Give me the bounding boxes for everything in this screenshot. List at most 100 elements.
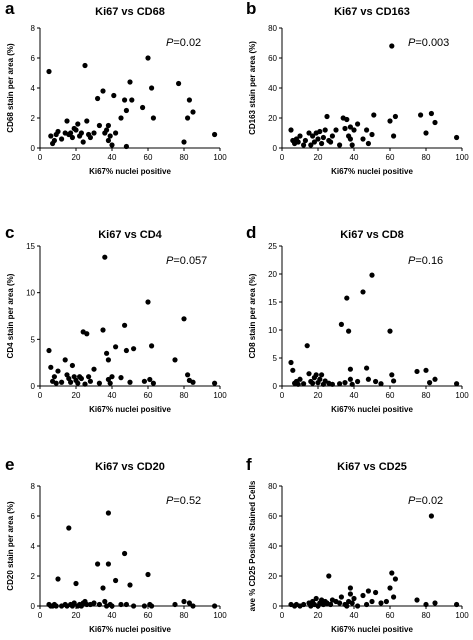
data-point (107, 133, 113, 139)
x-tick-label: 100 (455, 391, 469, 400)
panel-e: e Ki67 vs CD20 0 20 40 60 80 100 0 2 4 6 8 Ki67% nucl… (5, 455, 227, 634)
data-point (46, 347, 52, 354)
data-point (100, 327, 106, 333)
data-point (423, 601, 429, 608)
x-tick-label: 60 (144, 611, 153, 620)
data-point (365, 140, 371, 147)
panel-letter: a (5, 0, 15, 18)
y-tick-label: 4 (31, 542, 36, 551)
data-point (190, 603, 196, 609)
data-point (69, 134, 75, 141)
y-tick-label: 10 (26, 289, 35, 298)
data-point (118, 375, 124, 381)
data-point (46, 68, 52, 75)
x-tick-label: 20 (72, 391, 81, 400)
x-tick-label: 40 (350, 391, 359, 400)
data-point (91, 366, 97, 372)
x-axis-label: Ki67% nuclei positive (89, 167, 171, 176)
x-tick-label: 40 (108, 391, 117, 400)
panel-d: d Ki67 vs CD8 0 20 40 60 80 100 0 5 10 15 20 25 Ki67% … (246, 223, 469, 414)
data-point (355, 378, 361, 385)
data-point (82, 62, 88, 69)
data-point (301, 601, 307, 608)
y-tick-label: 8 (31, 24, 36, 33)
y-tick-label: 2 (31, 572, 36, 581)
data-point (91, 130, 97, 136)
p-value-annotation: P=0.02 (408, 495, 443, 507)
data-point (308, 142, 314, 148)
data-point (141, 603, 147, 609)
data-point (96, 380, 102, 386)
data-point (355, 121, 361, 127)
data-point (360, 136, 366, 142)
data-point (73, 127, 79, 133)
data-point (105, 357, 111, 363)
data-point (105, 561, 111, 567)
data-point (342, 125, 348, 132)
p-value-number: =0.02 (415, 495, 443, 507)
y-tick-label: 6 (31, 54, 36, 63)
data-point (53, 603, 59, 609)
data-point (185, 115, 191, 121)
x-tick-label: 60 (386, 153, 395, 162)
data-point (86, 374, 92, 380)
data-point (127, 379, 133, 385)
data-point (373, 378, 379, 385)
x-tick-label: 60 (144, 153, 153, 162)
data-point (82, 381, 88, 387)
data-point (100, 585, 106, 591)
data-point (360, 592, 366, 599)
data-point (373, 589, 379, 596)
p-value-symbol: P (408, 255, 416, 267)
p-value-number: =0.16 (415, 255, 443, 267)
data-point (84, 118, 90, 124)
data-point (389, 43, 395, 49)
data-point (347, 124, 353, 130)
data-point (59, 136, 65, 142)
x-tick-label: 100 (213, 611, 227, 620)
x-tick-label: 20 (72, 153, 81, 162)
x-tick-label: 100 (455, 153, 469, 162)
data-point (369, 598, 375, 605)
data-point (109, 142, 115, 148)
data-point (84, 601, 90, 608)
y-tick-label: 25 (268, 242, 277, 251)
p-value-symbol: P (166, 37, 174, 49)
data-point (328, 139, 334, 145)
data-point (391, 133, 397, 139)
data-point (80, 139, 86, 145)
data-point (181, 598, 187, 605)
data-point (329, 381, 335, 387)
p-value-symbol: P (166, 495, 174, 507)
data-point (378, 381, 384, 387)
data-point (337, 600, 343, 606)
data-point (122, 97, 128, 103)
data-point (369, 131, 375, 138)
data-point (369, 272, 375, 278)
data-point (145, 55, 151, 61)
data-point (172, 601, 178, 608)
data-point (310, 133, 316, 139)
data-point (105, 122, 111, 129)
data-point (190, 109, 196, 115)
data-point (338, 594, 344, 600)
x-tick-label: 80 (422, 611, 431, 620)
data-point (313, 595, 319, 602)
data-point (389, 570, 395, 576)
data-point (364, 127, 370, 133)
data-point (333, 127, 339, 133)
x-tick-label: 40 (350, 153, 359, 162)
data-point (102, 598, 108, 605)
panel-c: c Ki67 vs CD4 0 20 40 60 80 100 0 5 10 15 Ki67% nucl… (5, 223, 227, 414)
x-tick-label: 0 (280, 611, 285, 620)
data-point (111, 92, 117, 99)
data-point (344, 116, 350, 123)
data-point (346, 328, 352, 334)
x-tick-label: 20 (314, 611, 323, 620)
data-point (428, 110, 434, 117)
data-point (371, 112, 377, 118)
data-point (392, 576, 398, 582)
data-point (87, 378, 93, 384)
data-point (64, 118, 70, 124)
data-point (149, 85, 155, 91)
